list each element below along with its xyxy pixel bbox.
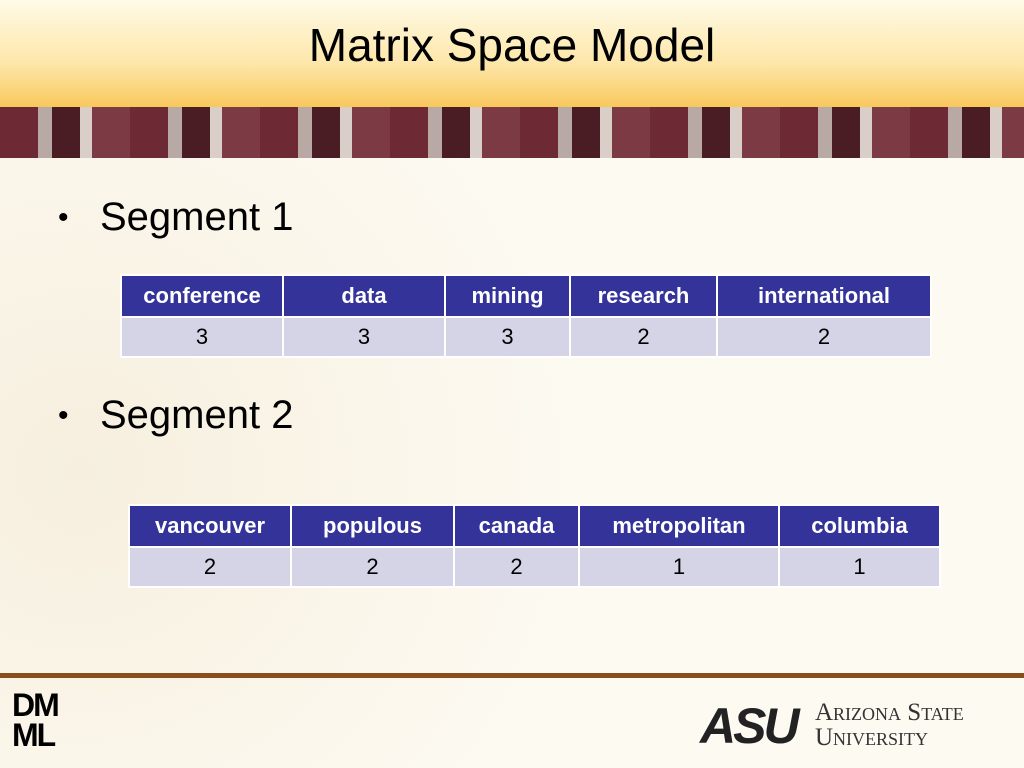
asu-logo: ASU <box>700 698 800 754</box>
university-name: Arizona State University <box>815 700 964 750</box>
header-cell: international <box>716 274 932 318</box>
header-cell: research <box>569 274 718 318</box>
term-table: vancouver populous canada metropolitan colum… <box>128 504 941 588</box>
header-cell: columbia <box>778 504 941 548</box>
footer-rule <box>0 673 1024 678</box>
value-cell: 1 <box>778 546 941 588</box>
dmml-logo: DM ML <box>12 687 82 753</box>
name-line: University <box>815 724 929 751</box>
value-cell: 2 <box>290 546 455 588</box>
logo-text: ML <box>12 717 56 753</box>
header-cell: vancouver <box>128 504 292 548</box>
value-cell: 2 <box>569 316 718 358</box>
header-cell: canada <box>453 504 580 548</box>
value-cell: 2 <box>128 546 292 588</box>
value-cell: 2 <box>716 316 932 358</box>
bullet: Segment 2 <box>58 393 293 438</box>
slide-title: Matrix Space Model <box>308 19 716 71</box>
header-cell: mining <box>444 274 571 318</box>
header-cell: conference <box>120 274 284 318</box>
value-cell: 3 <box>444 316 571 358</box>
logo-text: DM <box>12 687 60 723</box>
header-row: conference data mining research internationa… <box>120 274 932 318</box>
header-row: vancouver populous canada metropolitan colum… <box>128 504 941 548</box>
name-line: Arizona State <box>815 699 964 726</box>
bullet: Segment 1 <box>58 195 293 240</box>
value-cell: 1 <box>578 546 780 588</box>
term-table: conference data mining research internationa… <box>120 274 932 358</box>
photo-strip <box>0 107 1024 158</box>
header-cell: populous <box>290 504 455 548</box>
value-cell: 3 <box>120 316 284 358</box>
value-cell: 2 <box>453 546 580 588</box>
bullet-text: Segment 1 <box>100 195 294 239</box>
title-band <box>0 0 1024 107</box>
header-cell: data <box>282 274 446 318</box>
value-cell: 3 <box>282 316 446 358</box>
bullet-text: Segment 2 <box>100 393 294 437</box>
header-cell: metropolitan <box>578 504 780 548</box>
